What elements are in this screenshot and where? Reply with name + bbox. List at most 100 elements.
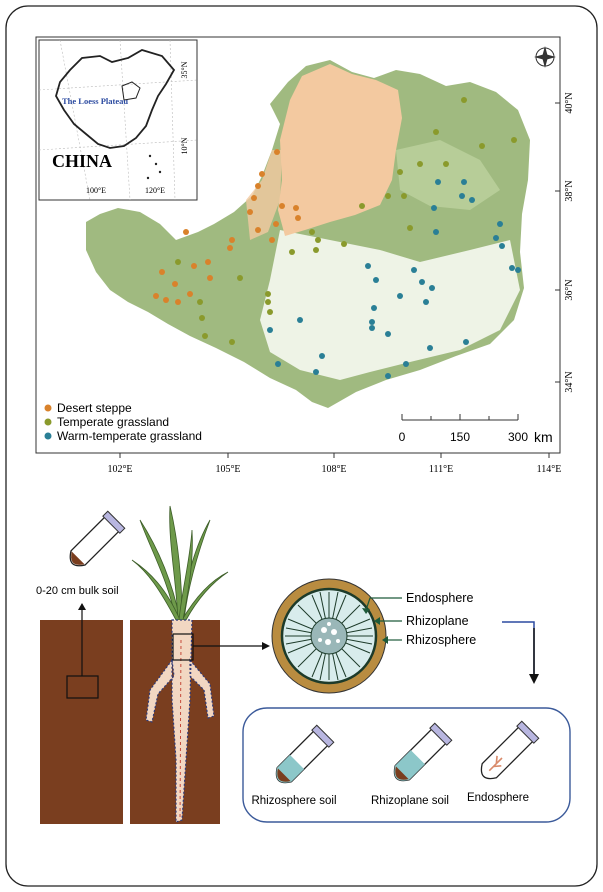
endosphere-arrow xyxy=(365,597,402,611)
site-point xyxy=(313,369,319,375)
site-point xyxy=(427,345,433,351)
legend-label: Warm-temperate grassland xyxy=(57,429,202,443)
site-point xyxy=(163,297,169,303)
legend-marker xyxy=(44,404,52,412)
site-point xyxy=(385,331,391,337)
site-point xyxy=(273,221,279,227)
scale-tick-label: 300 xyxy=(508,430,528,444)
site-point xyxy=(417,161,423,167)
sample-label-rhizoplane: Rhizoplane soil xyxy=(371,795,449,807)
site-point xyxy=(159,269,165,275)
lat-label: 36°N xyxy=(564,279,575,300)
site-point xyxy=(265,299,271,305)
site-point xyxy=(187,291,193,297)
inset-frame xyxy=(38,39,198,201)
site-point xyxy=(365,263,371,269)
site-point xyxy=(499,243,505,249)
site-point xyxy=(459,193,465,199)
scale-tick-label: 150 xyxy=(450,430,470,444)
site-point xyxy=(397,293,403,299)
rhizoplane-soil-tube-icon xyxy=(393,722,453,782)
inset-lat-label: 10°N xyxy=(180,137,189,154)
plant-shoot-icon xyxy=(131,505,229,621)
north-arrow-icon xyxy=(534,46,556,68)
graticule xyxy=(38,39,198,201)
site-point xyxy=(205,259,211,265)
site-point xyxy=(511,137,517,143)
rhizoplane-label: Rhizoplane xyxy=(406,614,469,628)
site-point xyxy=(313,247,319,253)
site-point xyxy=(229,237,235,243)
site-point xyxy=(265,291,271,297)
desert-area xyxy=(278,64,402,236)
inset-islands xyxy=(146,154,162,180)
legend-marker xyxy=(44,432,52,440)
site-point xyxy=(431,205,437,211)
bulk-arrow-head xyxy=(78,603,86,610)
site-point xyxy=(407,225,413,231)
map-legend: Desert steppe Temperate grassland Warm-t… xyxy=(44,401,202,443)
endosphere-label: Endosphere xyxy=(406,591,473,605)
lon-label: 108°E xyxy=(321,464,346,475)
sparse-vegetation-north xyxy=(396,140,500,210)
site-point xyxy=(255,183,261,189)
site-point xyxy=(175,299,181,305)
lon-label: 102°E xyxy=(107,464,132,475)
site-point xyxy=(385,193,391,199)
site-point xyxy=(153,293,159,299)
site-point xyxy=(469,197,475,203)
site-point xyxy=(207,275,213,281)
endosphere-tube-icon xyxy=(480,720,540,780)
root-arrow-head xyxy=(262,642,270,650)
china-outline xyxy=(55,49,176,149)
site-point xyxy=(411,267,417,273)
site-point xyxy=(309,229,315,235)
legend-label: Temperate grassland xyxy=(57,415,169,429)
sampling-schematic: 0-20 cm bulk soil xyxy=(36,505,571,824)
root-sample-box xyxy=(172,633,194,661)
site-point xyxy=(293,205,299,211)
bulk-soil-label: 0-20 cm bulk soil xyxy=(36,585,119,597)
site-point xyxy=(369,325,375,331)
site-point xyxy=(237,275,243,281)
site-point xyxy=(197,299,203,305)
rhizosphere-label: Rhizosphere xyxy=(406,633,476,647)
site-point xyxy=(251,195,257,201)
warm-temperate-grassland-sites xyxy=(267,179,521,379)
site-point xyxy=(269,237,275,243)
site-point xyxy=(275,361,281,367)
sample-label-endosphere: Endosphere xyxy=(467,792,529,804)
latitude-axis: 40°N 38°N 36°N 34°N xyxy=(555,92,575,393)
site-point xyxy=(403,361,409,367)
site-point xyxy=(341,241,347,247)
site-point xyxy=(433,229,439,235)
site-point xyxy=(172,281,178,287)
site-point xyxy=(191,263,197,269)
map-panel: 40°N 38°N 36°N 34°N 102°E 105°E 108°E 11… xyxy=(35,36,575,475)
scale-unit: km xyxy=(534,429,553,445)
root-icon xyxy=(145,619,215,823)
loess-plateau-outline xyxy=(121,81,141,101)
site-point xyxy=(369,319,375,325)
site-point xyxy=(509,265,515,271)
flow-arrow-head xyxy=(529,674,539,684)
desert-west-strip xyxy=(246,150,282,240)
inset-region-label: The Loess Plateau xyxy=(62,96,128,106)
site-point xyxy=(255,227,261,233)
longitude-axis: 102°E 105°E 108°E 111°E 114°E xyxy=(107,453,561,475)
inset-lon-label: 100°E xyxy=(86,186,106,195)
site-point xyxy=(315,237,321,243)
site-point xyxy=(274,149,280,155)
site-point xyxy=(433,129,439,135)
site-point xyxy=(385,373,391,379)
site-point xyxy=(419,279,425,285)
site-point xyxy=(371,305,377,311)
site-point xyxy=(279,203,285,209)
site-point xyxy=(463,339,469,345)
lat-label: 40°N xyxy=(564,92,575,113)
site-point xyxy=(295,215,301,221)
site-point xyxy=(359,203,365,209)
sample-label-rhizosphere: Rhizosphere soil xyxy=(251,795,336,807)
lon-label: 111°E xyxy=(429,464,453,475)
